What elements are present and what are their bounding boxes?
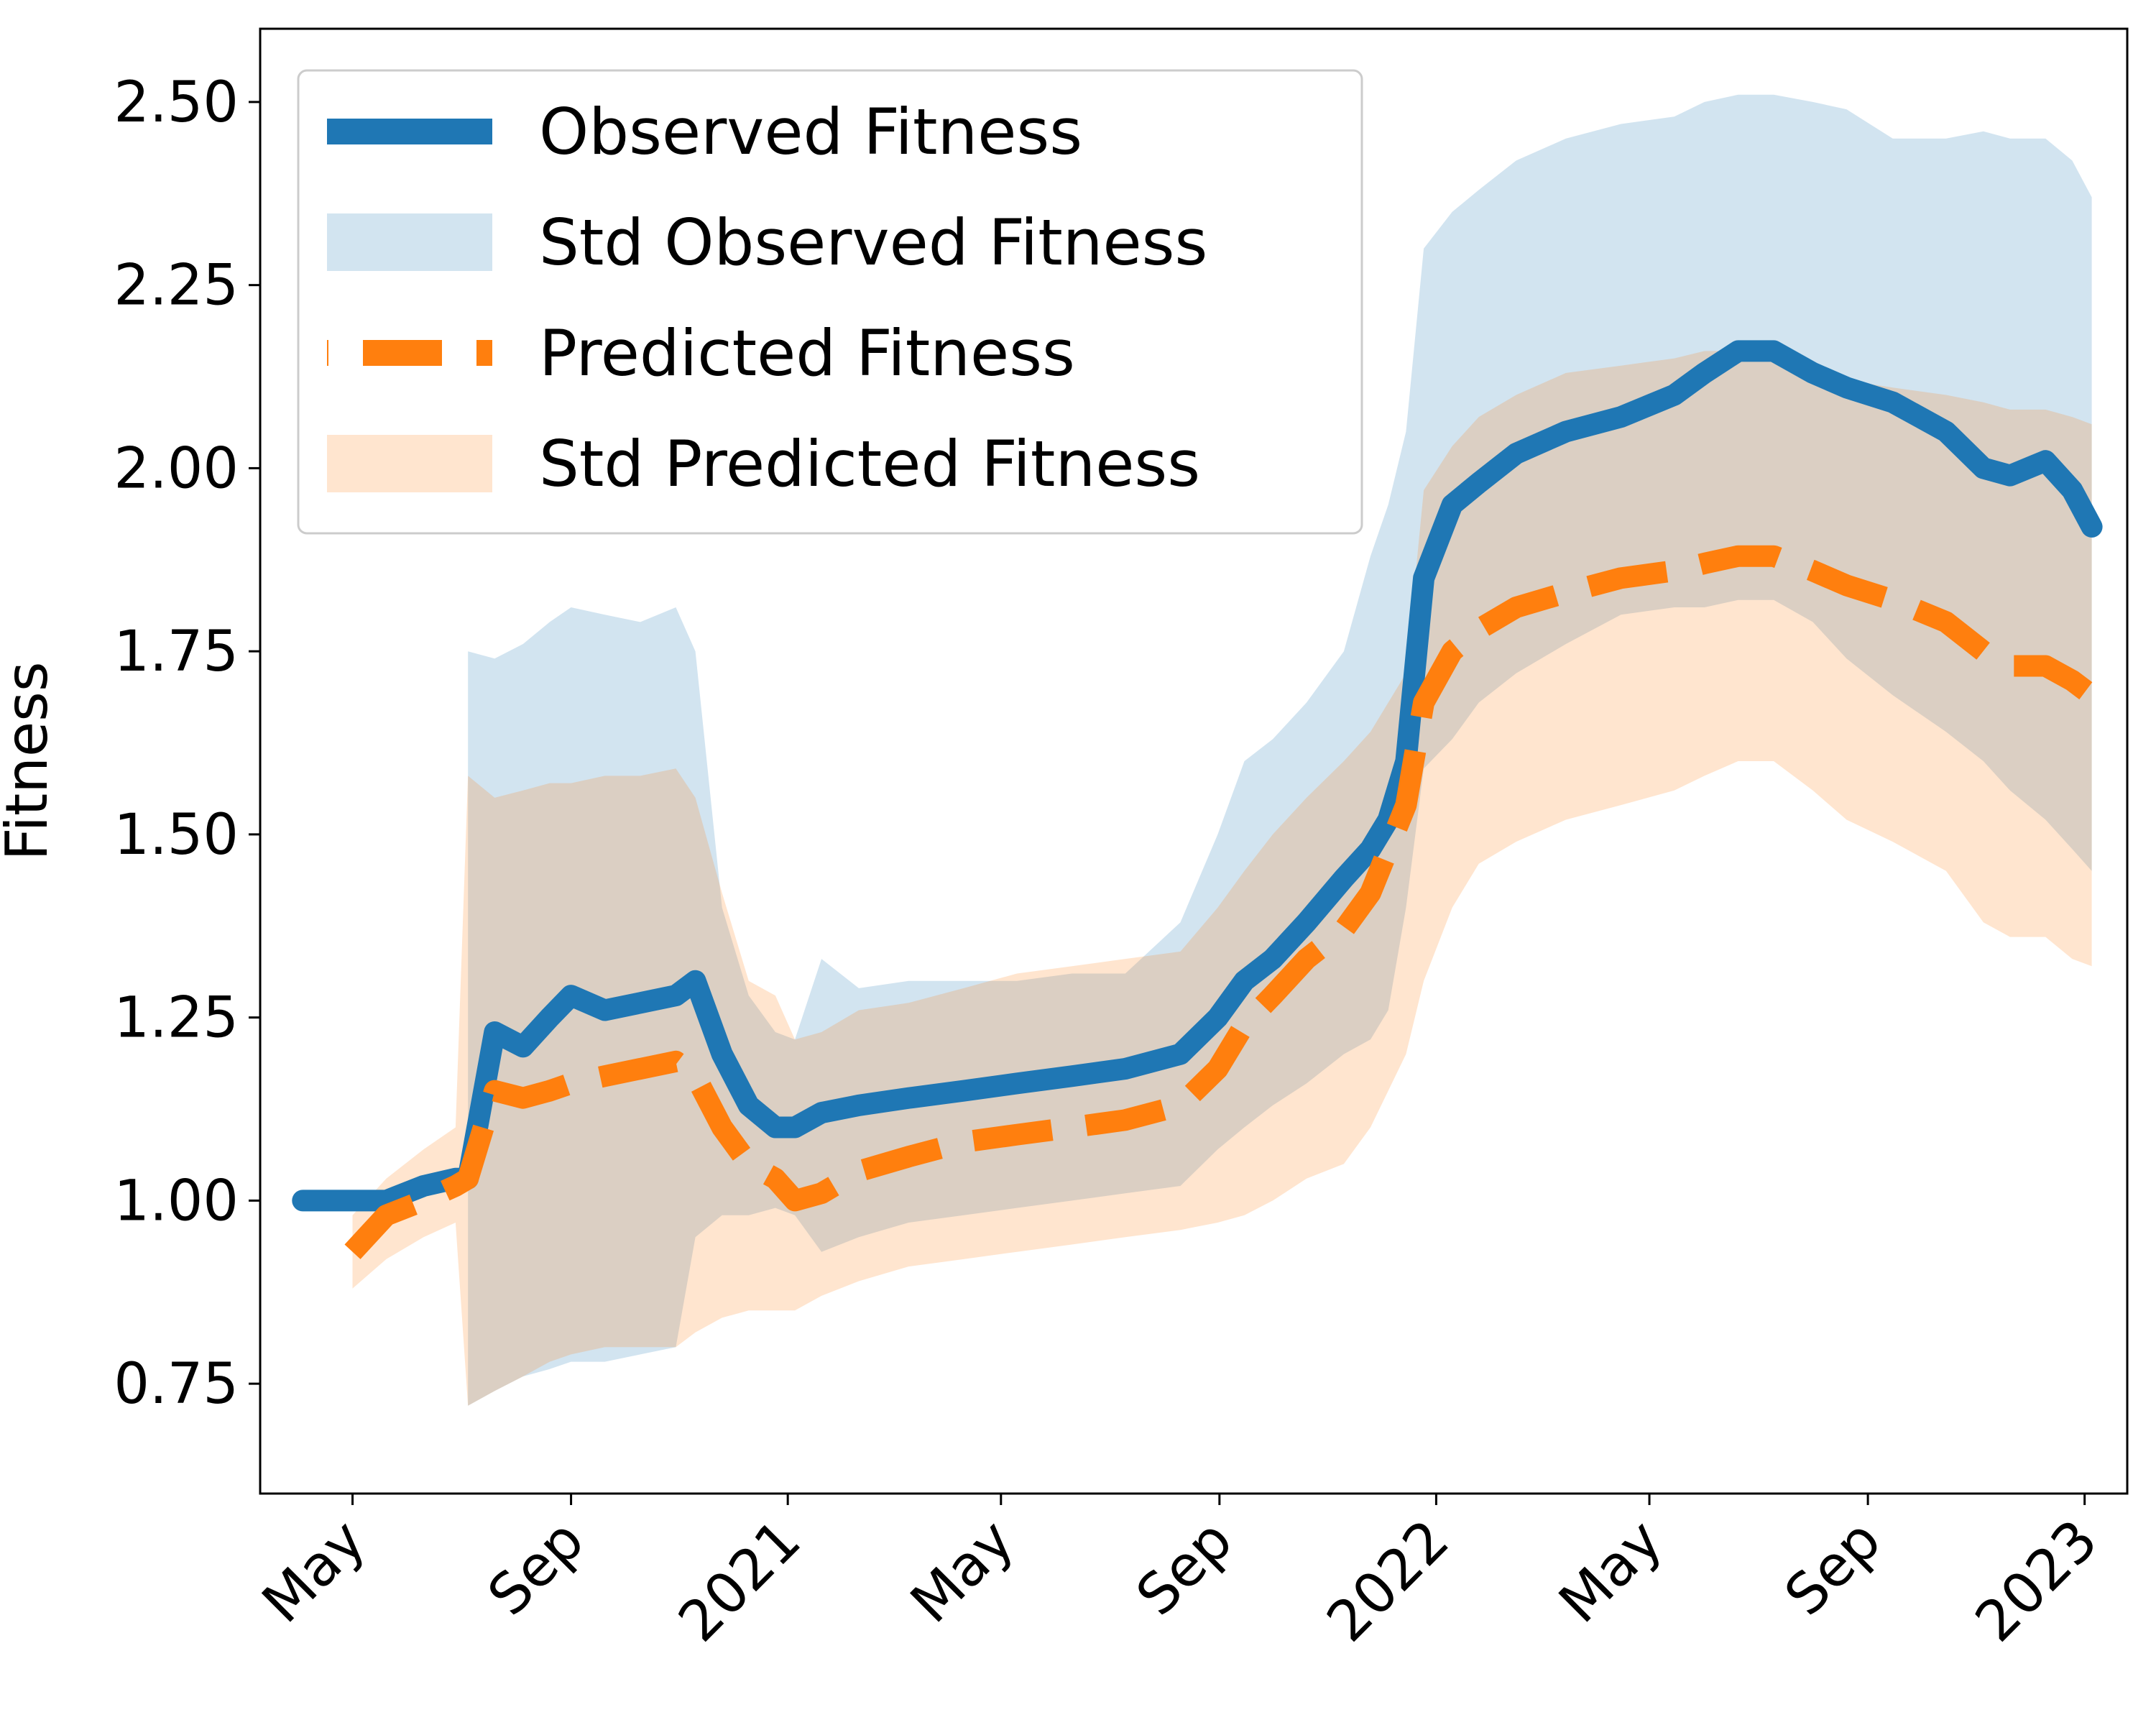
legend-label: Std Predicted Fitness <box>539 427 1200 501</box>
y-tick-label: 2.25 <box>114 254 239 318</box>
plot-frame <box>259 27 2129 1495</box>
predicted-fitness-line <box>344 545 2099 1259</box>
std-bands <box>352 94 2092 1406</box>
y-tick-label: 1.75 <box>114 620 239 684</box>
legend-item-observed-fitness: Observed Fitness <box>327 95 1082 169</box>
legend-item-predicted-fitness: Predicted Fitness <box>327 316 1075 390</box>
legend-label: Std Observed Fitness <box>539 206 1207 280</box>
legend-swatch <box>327 435 492 492</box>
observed-fitness-line <box>292 340 2103 1212</box>
y-tick-label: 2.00 <box>114 436 239 501</box>
legend-item-std-predicted-fitness: Std Predicted Fitness <box>327 427 1200 501</box>
legend-item-std-observed-fitness: Std Observed Fitness <box>327 206 1207 280</box>
legend-box <box>297 69 1363 535</box>
y-tick-label: 0.75 <box>114 1352 239 1417</box>
y-axis-label: Fitness <box>0 661 60 860</box>
y-tick-label: 1.25 <box>114 986 239 1051</box>
band-std-predicted <box>352 351 2092 1406</box>
y-tick-label: 2.50 <box>114 70 239 135</box>
band-std-observed <box>468 94 2092 1406</box>
y-axis: 0.75 1.00 1.25 1.50 1.75 2.00 2.25 2.50 <box>114 70 260 1417</box>
legend-label: Observed Fitness <box>539 95 1082 169</box>
series-lines <box>292 340 2103 1259</box>
legend: Observed Fitness Std Observed Fitness Pred… <box>297 69 1363 535</box>
legend-label: Predicted Fitness <box>539 316 1075 390</box>
legend-swatch <box>327 213 492 271</box>
y-tick-label: 1.50 <box>114 803 239 868</box>
y-tick-label: 1.00 <box>114 1169 239 1233</box>
